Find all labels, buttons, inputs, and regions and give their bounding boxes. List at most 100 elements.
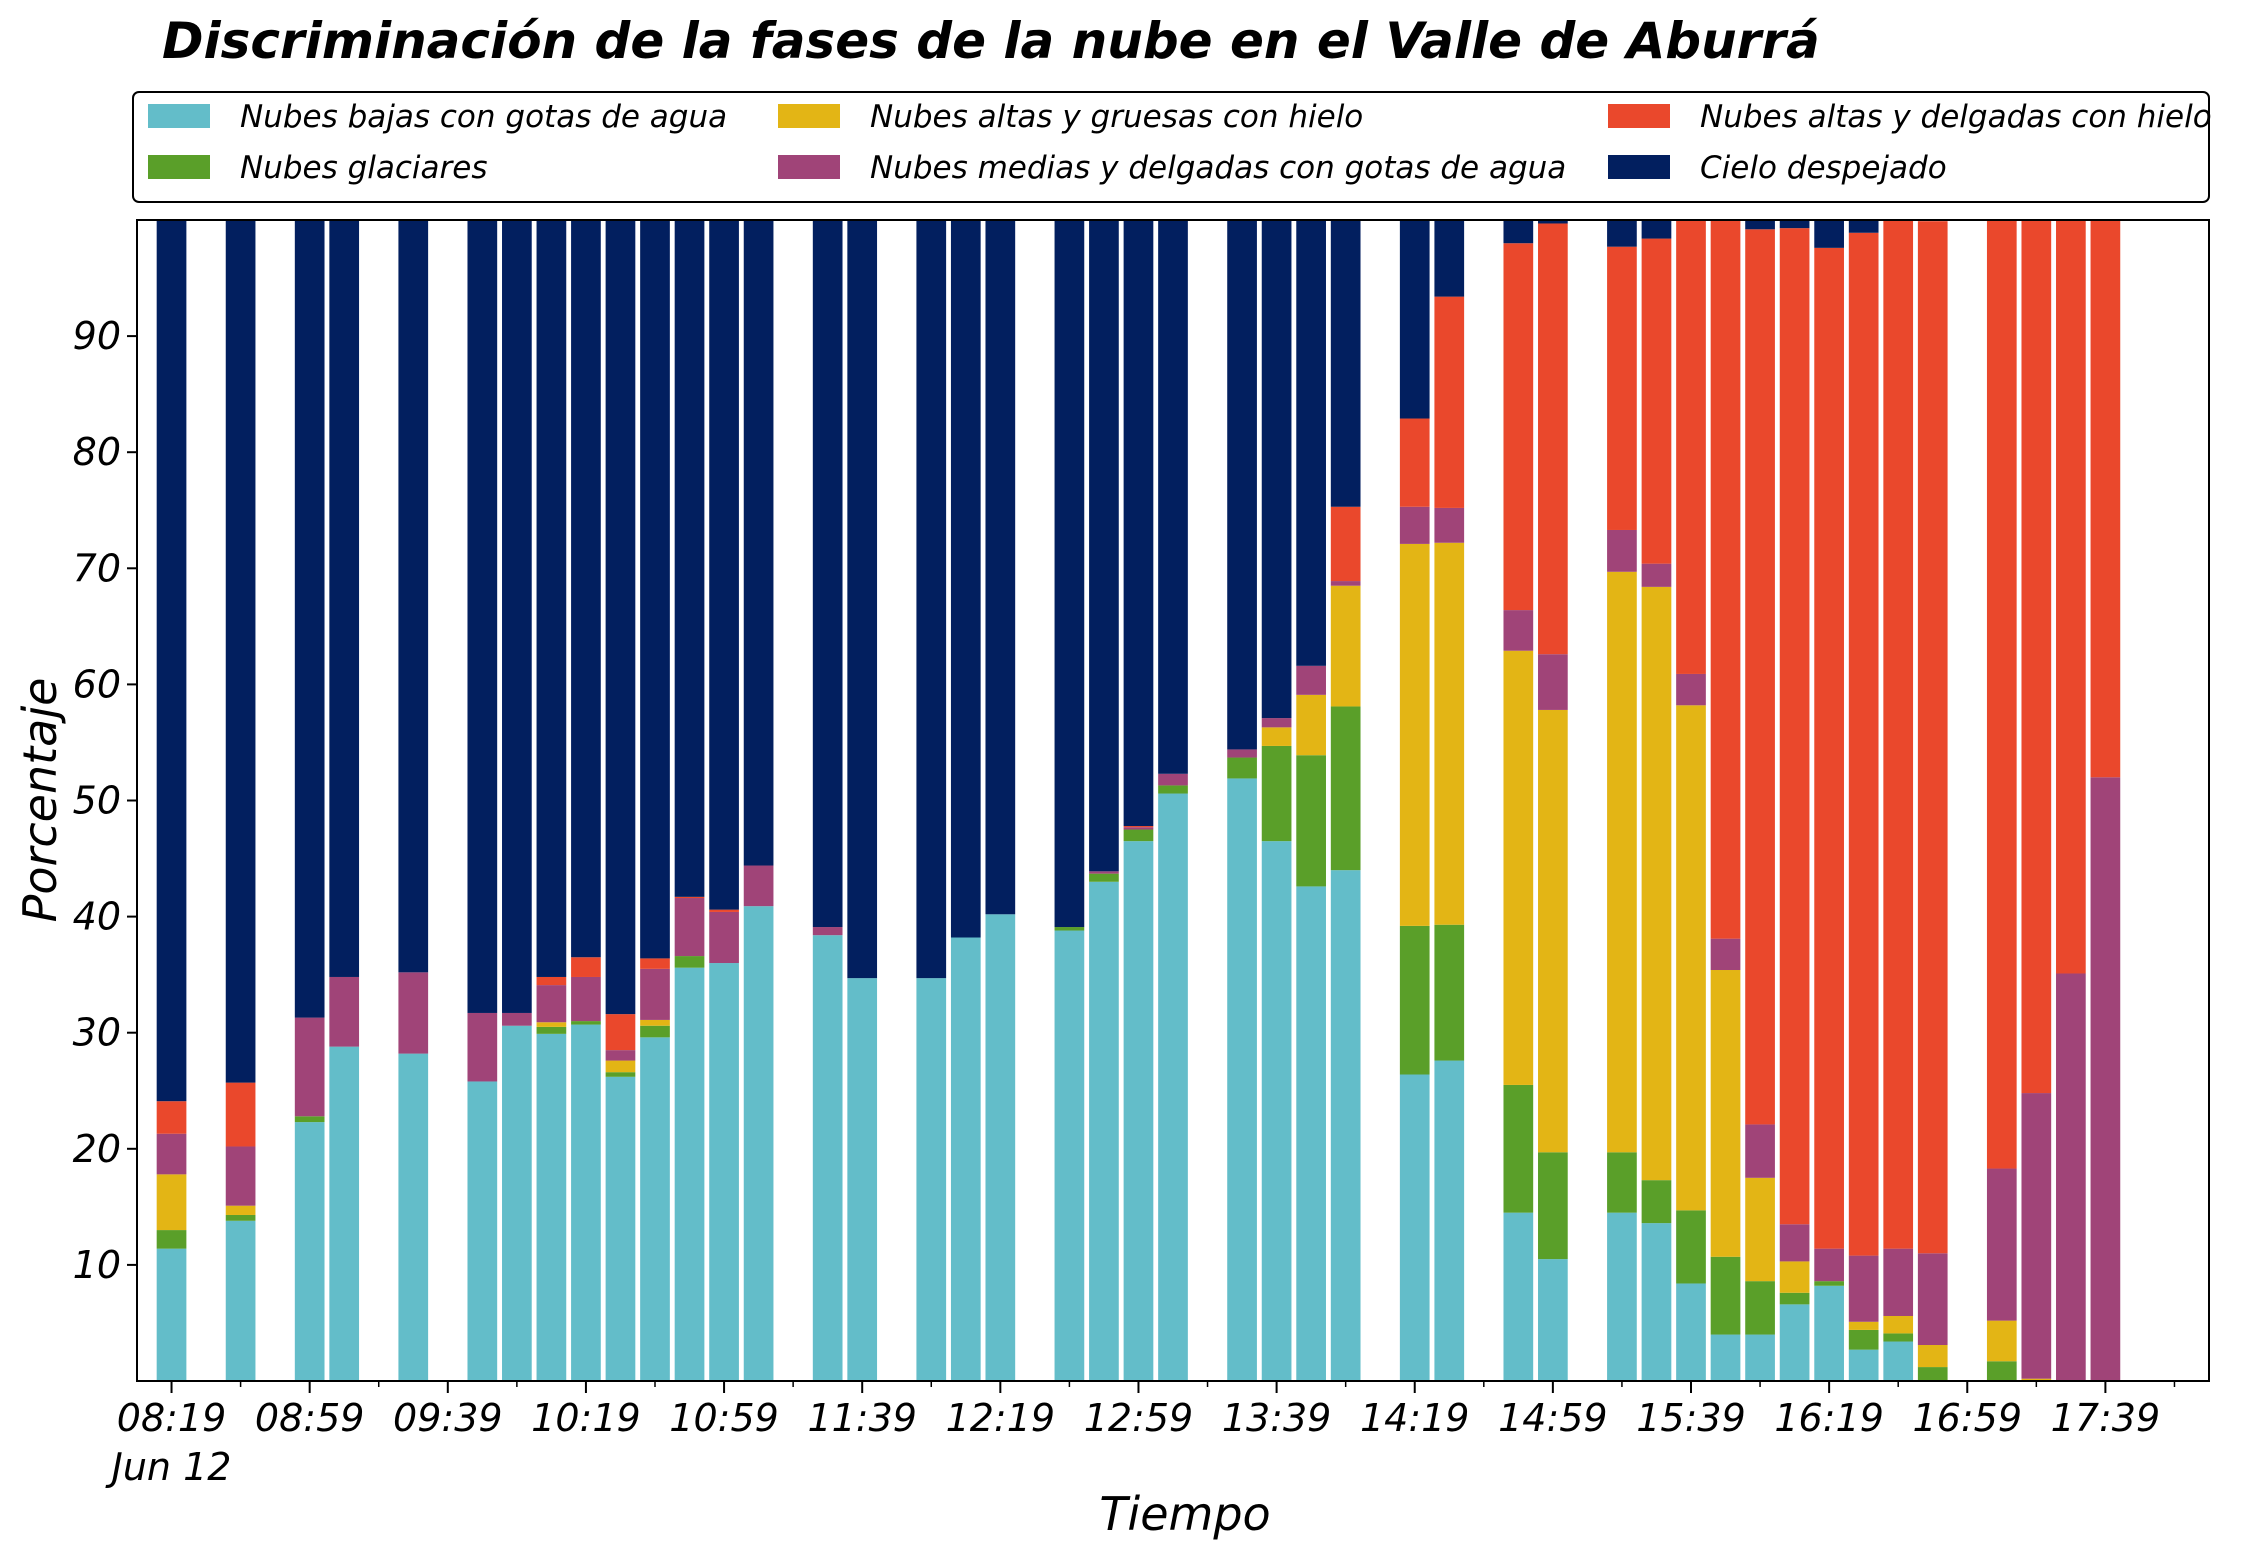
bar-segment-0-1129: [812, 935, 843, 1381]
bar-segment-3-0959: [502, 1012, 532, 1026]
bar-segment-5-1249: [1089, 220, 1119, 872]
x-tick-label: 11:39: [807, 1396, 917, 1440]
bar-segment-5-0819: [156, 220, 187, 1102]
bar-segment-0-1449: [1503, 1212, 1534, 1381]
bar-segment-4-1519: [1607, 246, 1637, 530]
bar-segment-2-1449: [1503, 650, 1534, 1085]
bar-segment-1-1259: [1123, 829, 1154, 842]
bar-segment-4-1639: [1883, 220, 1914, 1249]
bar-segment-4-1709: [1986, 220, 2017, 1169]
bar-segment-5-0909: [329, 220, 360, 977]
bar-segment-3-1529: [1641, 563, 1672, 587]
bar-segment-3-1049: [674, 898, 705, 957]
bar-segment-4-1459: [1538, 223, 1568, 655]
bar-segment-3-1539: [1676, 673, 1706, 706]
bar-segment-2-1709: [1986, 1320, 2017, 1362]
bar-segment-5-1129: [812, 220, 843, 928]
bar-segment-4-1259: [1123, 826, 1154, 828]
chart-title: Discriminación de la fases de la nube en…: [162, 12, 1820, 70]
bar-segment-2-1339: [1261, 727, 1292, 746]
bar-segment-1-1539: [1676, 1210, 1706, 1284]
legend-label-0: Nubes bajas con gotas de agua: [240, 99, 727, 135]
bar-segment-5-0929: [398, 220, 429, 973]
bar-segment-0-1059: [709, 963, 739, 1381]
bar-segment-1-1549: [1710, 1256, 1741, 1335]
bar-segment-0-1029: [605, 1076, 636, 1381]
bar-segment-3-1729: [2056, 973, 2086, 1381]
bar-segment-5-1449: [1503, 220, 1534, 244]
bar-segment-5-1039: [640, 220, 670, 959]
bar-segment-4-0819: [156, 1101, 187, 1134]
bar-segment-4-1629: [1848, 232, 1879, 1256]
bar-segment-1-0819: [156, 1230, 187, 1249]
bar-segment-0-0859: [294, 1122, 325, 1381]
bar-segment-0-1249: [1089, 881, 1119, 1381]
bar-segment-1-1559: [1745, 1281, 1775, 1335]
bar-segment-4-1559: [1745, 229, 1775, 1125]
bar-segment-1-1239: [1054, 927, 1085, 931]
bar-segment-3-1349: [1296, 665, 1326, 695]
bar-segment-3-1339: [1261, 718, 1292, 728]
bar-segment-1-1249: [1089, 873, 1119, 882]
bar-segment-1-0859: [294, 1116, 325, 1123]
bar-segment-5-0959: [502, 220, 532, 1013]
bar-segment-3-1609: [1779, 1224, 1810, 1262]
bar-segment-0-1629: [1848, 1349, 1879, 1381]
legend-label-2: Nubes altas y gruesas con hielo: [870, 99, 1363, 135]
bar-segment-1-1039: [640, 1025, 670, 1038]
bar-segment-2-1719: [2021, 1378, 2052, 1381]
bar-segment-0-1539: [1676, 1283, 1706, 1381]
bar-segment-0-1239: [1054, 930, 1085, 1381]
bar-segment-0-1039: [640, 1037, 670, 1381]
bar-segment-4-1019: [571, 957, 601, 977]
bar-segment-1-1009: [536, 1026, 567, 1034]
bar-segment-3-1019: [571, 976, 601, 1022]
legend-label-4: Nubes altas y delgadas con hielo: [1700, 99, 2212, 135]
bar-segment-3-1739: [2090, 777, 2121, 1381]
bar-segment-5-1059: [709, 220, 739, 910]
bar-segment-3-0909: [329, 976, 360, 1047]
legend-swatch-0: [148, 104, 210, 128]
bar-segment-0-1109: [743, 906, 774, 1381]
x-tick-label: 16:59: [1913, 1396, 2023, 1440]
bar-segment-2-0819: [156, 1174, 187, 1231]
bar-segment-3-1039: [640, 968, 670, 1020]
bar-segment-5-1209: [950, 220, 981, 938]
bar-segment-3-1449: [1503, 610, 1534, 651]
bar-segment-0-1209: [950, 937, 981, 1381]
bar-segment-3-1029: [605, 1050, 636, 1061]
bar-segment-4-1649: [1917, 221, 1948, 1254]
bar-segment-3-1109: [743, 865, 774, 907]
bar-segment-2-1539: [1676, 705, 1706, 1211]
bar-segment-3-1719: [2021, 1093, 2052, 1379]
bar-segment-4-1029: [605, 1014, 636, 1051]
bar-segment-1-1049: [674, 956, 705, 968]
y-tick-label: 40: [73, 895, 121, 939]
bar-segment-2-1349: [1296, 694, 1326, 756]
legend: Nubes bajas con gotas de agua Nubes glaci…: [132, 91, 2212, 203]
bar-segment-3-1009: [536, 985, 567, 1023]
bar-segment-4-1419: [1399, 418, 1430, 507]
bar-segment-3-0949: [467, 1012, 498, 1082]
bar-segment-1-1649: [1917, 1367, 1948, 1381]
bar-segment-5-0859: [294, 220, 325, 1018]
bar-segment-3-0929: [398, 972, 429, 1054]
bar-segment-4-1609: [1779, 228, 1810, 1225]
bar-segment-0-1519: [1607, 1212, 1637, 1381]
bar-segment-0-1429: [1434, 1060, 1465, 1381]
bar-segment-2-0839: [225, 1205, 256, 1215]
bar-segment-1-1709: [1986, 1361, 2017, 1381]
bar-segment-3-1309: [1158, 773, 1188, 786]
bar-segment-3-0819: [156, 1133, 187, 1175]
bar-segment-0-0839: [225, 1220, 256, 1381]
bar-segment-5-1609: [1779, 220, 1810, 229]
bar-segment-0-1329: [1227, 778, 1257, 1381]
bar-segment-5-1139: [847, 220, 878, 979]
bar-segment-5-0839: [225, 220, 256, 1083]
legend-swatch-1: [148, 155, 210, 179]
x-tick-label: 10:59: [669, 1396, 779, 1440]
bar-segment-3-1329: [1227, 749, 1257, 758]
x-tick-label: 16:19: [1774, 1396, 1884, 1440]
bar-segment-1-1519: [1607, 1152, 1637, 1213]
